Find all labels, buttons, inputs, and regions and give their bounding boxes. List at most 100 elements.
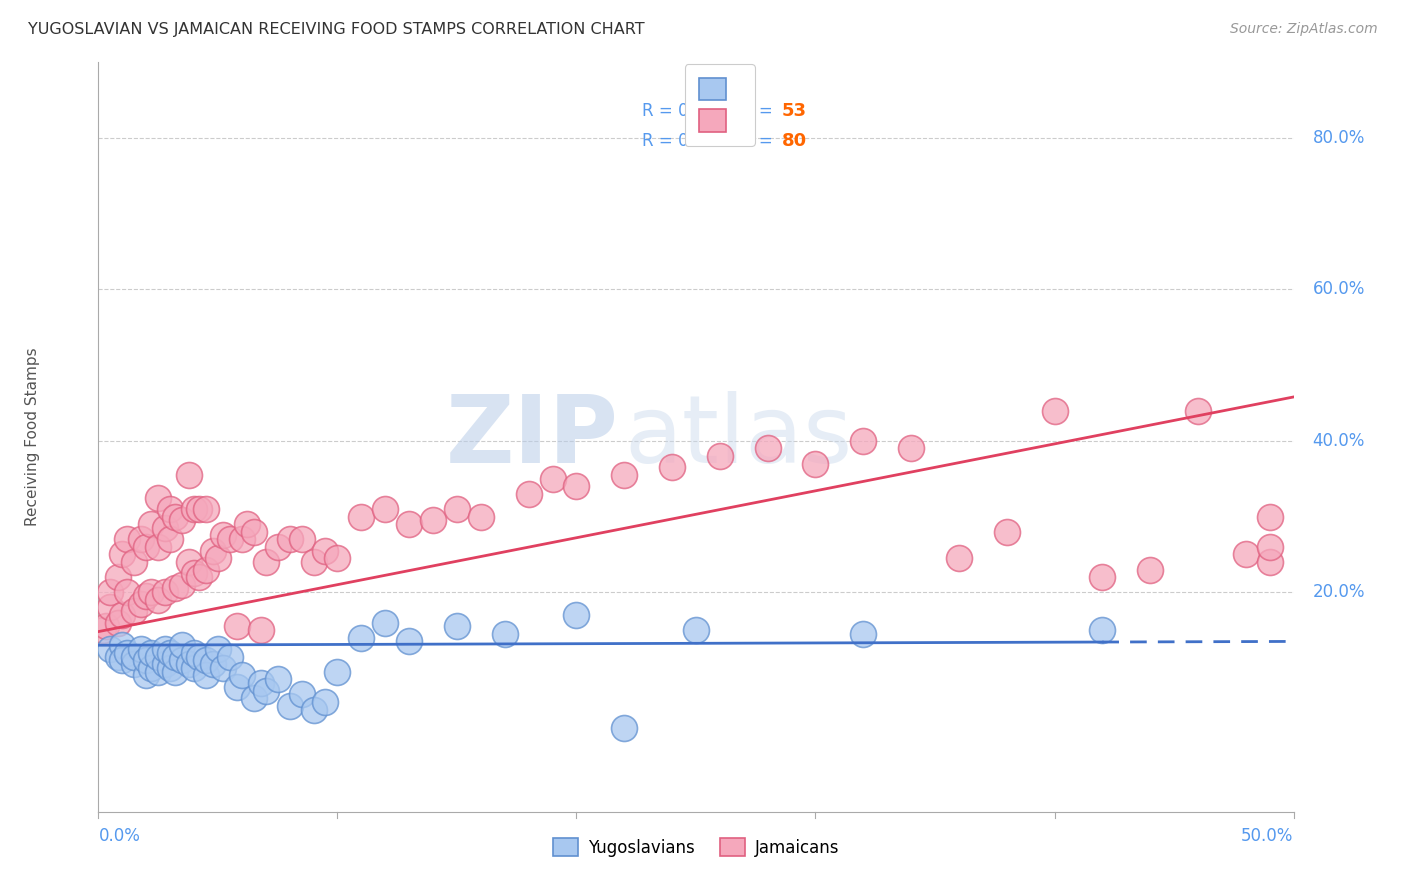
Point <box>172 577 194 591</box>
Point <box>398 517 420 532</box>
Point <box>183 646 205 660</box>
Text: 20.0%: 20.0% <box>1313 583 1365 601</box>
Point <box>139 661 162 675</box>
Point <box>172 653 194 667</box>
Point <box>613 722 636 736</box>
Text: 53: 53 <box>782 103 807 120</box>
Point <box>148 592 170 607</box>
Point <box>291 533 314 547</box>
Point <box>278 698 301 713</box>
Point <box>163 582 186 596</box>
Point <box>155 657 177 672</box>
Point <box>148 540 170 554</box>
Point <box>1258 555 1281 569</box>
Text: ZIP: ZIP <box>446 391 619 483</box>
Point <box>115 585 138 599</box>
Point <box>1187 403 1209 417</box>
Point <box>135 668 157 682</box>
Point <box>685 623 707 637</box>
Point <box>172 513 194 527</box>
Point <box>183 566 205 581</box>
Point <box>183 661 205 675</box>
Point <box>98 585 122 599</box>
Point <box>1091 623 1114 637</box>
Point <box>159 533 181 547</box>
Point <box>163 665 186 679</box>
Point <box>131 597 153 611</box>
Point <box>661 460 683 475</box>
Point <box>948 551 970 566</box>
Point <box>139 646 162 660</box>
Point <box>995 524 1018 539</box>
Point <box>91 623 114 637</box>
Text: R = 0.552   N =: R = 0.552 N = <box>643 132 778 150</box>
Point <box>1139 562 1161 576</box>
Point <box>148 491 170 505</box>
Point <box>98 600 122 615</box>
Point <box>124 604 146 618</box>
Point <box>111 607 134 622</box>
Point <box>135 540 157 554</box>
Point <box>267 540 290 554</box>
Point <box>326 551 349 566</box>
Text: 80: 80 <box>782 132 807 150</box>
Point <box>243 691 266 706</box>
Point <box>350 509 373 524</box>
Point <box>159 502 181 516</box>
Point <box>219 533 242 547</box>
Text: atlas: atlas <box>624 391 852 483</box>
Point <box>565 607 588 622</box>
Point <box>900 442 922 456</box>
Point <box>187 570 209 584</box>
Point <box>115 533 138 547</box>
Point <box>195 653 218 667</box>
Point <box>195 668 218 682</box>
Point <box>470 509 492 524</box>
Point <box>422 513 444 527</box>
Point <box>250 623 273 637</box>
Point <box>374 502 396 516</box>
Point <box>235 517 257 532</box>
Point <box>135 653 157 667</box>
Point <box>202 543 225 558</box>
Point <box>155 642 177 657</box>
Point <box>1258 509 1281 524</box>
Point <box>278 533 301 547</box>
Point <box>302 702 325 716</box>
Point <box>756 442 779 456</box>
Text: 60.0%: 60.0% <box>1313 280 1365 299</box>
Point <box>139 585 162 599</box>
Point <box>207 551 229 566</box>
Point <box>148 665 170 679</box>
Point <box>172 638 194 652</box>
Point <box>111 638 134 652</box>
Point <box>1091 570 1114 584</box>
Point <box>446 619 468 633</box>
Point <box>852 627 875 641</box>
Point <box>148 649 170 664</box>
Point <box>267 673 290 687</box>
Point <box>159 646 181 660</box>
Point <box>517 487 540 501</box>
Point <box>124 657 146 672</box>
Point <box>565 479 588 493</box>
Point <box>231 533 253 547</box>
Point <box>315 543 337 558</box>
Text: 50.0%: 50.0% <box>1241 827 1294 845</box>
Point <box>135 589 157 603</box>
Point <box>107 570 129 584</box>
Text: Source: ZipAtlas.com: Source: ZipAtlas.com <box>1230 22 1378 37</box>
Point <box>98 642 122 657</box>
Point <box>131 642 153 657</box>
Point <box>1043 403 1066 417</box>
Point <box>124 649 146 664</box>
Point <box>541 472 564 486</box>
Point <box>226 619 249 633</box>
Point <box>302 555 325 569</box>
Point <box>219 649 242 664</box>
Text: 0.0%: 0.0% <box>98 827 141 845</box>
Point <box>187 649 209 664</box>
Point <box>187 502 209 516</box>
Point <box>374 615 396 630</box>
Point <box>115 646 138 660</box>
